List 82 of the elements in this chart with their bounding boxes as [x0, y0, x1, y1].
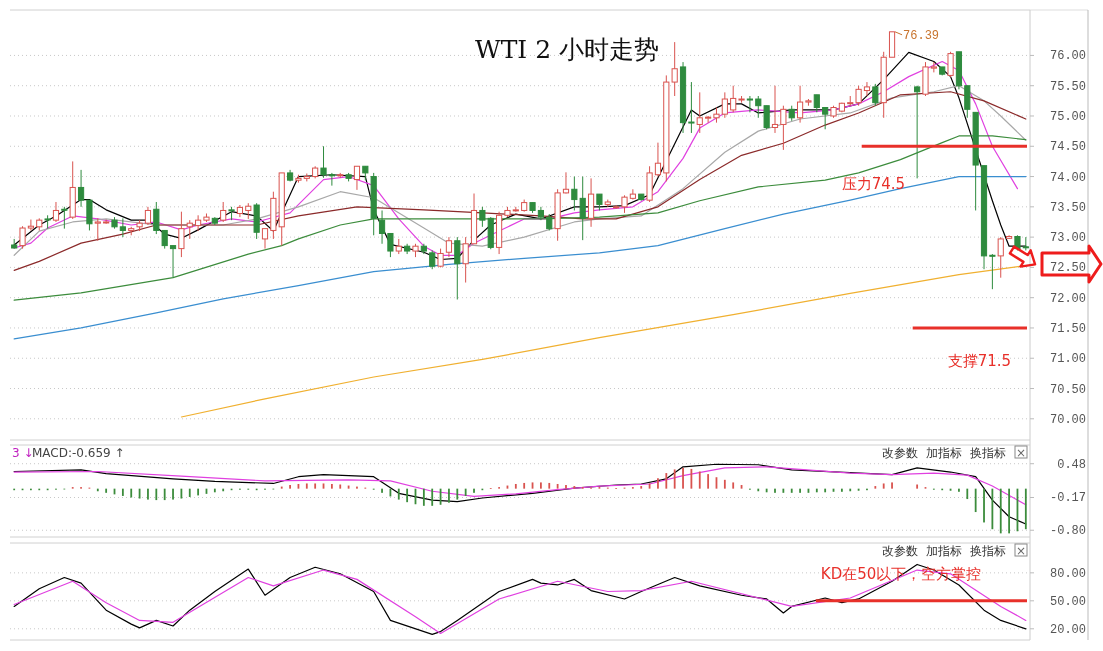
y-tick-label: 75.00 — [1049, 109, 1086, 124]
candlestick — [930, 61, 937, 73]
candlestick — [562, 171, 570, 195]
candlestick — [730, 85, 737, 113]
line-series — [13, 175, 1027, 340]
candlestick — [855, 85, 862, 107]
candlestick — [872, 83, 879, 107]
candlestick — [378, 209, 386, 245]
y-tick-label: 73.50 — [1049, 200, 1086, 215]
annotation: 换指标 — [970, 446, 1006, 460]
line-series — [13, 135, 1027, 301]
y-tick-label: 50.00 — [1049, 594, 1086, 609]
candlestick — [654, 142, 662, 178]
candlestick — [195, 214, 202, 232]
y-tick-label: 74.00 — [1049, 170, 1086, 185]
candlestick — [629, 188, 636, 201]
annotation: × — [1015, 544, 1027, 558]
candlestick — [771, 85, 779, 134]
candlestick — [964, 85, 971, 119]
y-tick-label: 75.50 — [1049, 79, 1086, 94]
y-tick-label: 71.00 — [1049, 352, 1086, 367]
candlestick — [822, 107, 829, 130]
candlestick — [77, 169, 85, 208]
candlestick — [178, 211, 185, 258]
candlestick — [27, 219, 34, 231]
candlestick — [220, 201, 227, 223]
y-tick-label: 80.00 — [1049, 566, 1086, 581]
annotation: 3 ↓ — [12, 446, 34, 460]
annotation: 加指标 — [926, 446, 962, 460]
line-series — [13, 466, 1027, 506]
candlestick — [696, 91, 703, 134]
candlestick — [328, 172, 335, 187]
y-tick-label: 70.50 — [1049, 382, 1086, 397]
candlestick — [61, 206, 68, 230]
candlestick — [989, 253, 996, 290]
candlestick — [462, 236, 469, 284]
y-tick-label: -0.17 — [1049, 491, 1086, 506]
y-tick-label: 0.48 — [1057, 457, 1086, 472]
annotation: MACD:-0.659 ↑ — [32, 446, 125, 460]
candlestick — [705, 115, 712, 124]
y-tick-label: 76.00 — [1049, 49, 1086, 64]
annotation: 76.39 — [903, 28, 940, 43]
annotation: 换指标 — [970, 544, 1006, 558]
candlestick — [387, 232, 394, 258]
y-tick-label: 20.00 — [1049, 622, 1086, 637]
ref-line-label: 压力74.5 — [841, 175, 906, 194]
candlestick — [320, 145, 327, 179]
candlestick — [796, 85, 804, 124]
annotation: × — [1015, 446, 1027, 460]
candlestick — [52, 201, 60, 223]
candlestick — [997, 236, 1004, 279]
text: WTI 2 小时走势 — [474, 35, 660, 64]
candlestick — [429, 249, 436, 270]
candlestick — [454, 236, 461, 300]
candlestick — [353, 165, 361, 191]
candlestick — [746, 95, 754, 113]
y-tick-label: 72.50 — [1049, 261, 1086, 276]
candlestick — [19, 225, 26, 250]
y-tick-label: 73.00 — [1049, 231, 1086, 246]
y-tick-label: -0.80 — [1049, 524, 1086, 539]
candlestick — [261, 228, 269, 250]
candlestick — [863, 81, 871, 97]
candlestick — [613, 204, 620, 210]
candlestick — [86, 199, 93, 231]
candlestick — [688, 81, 695, 134]
candlestick — [445, 236, 453, 258]
candlestick — [947, 51, 954, 78]
ref-line-label: 支撑71.5 — [947, 351, 1012, 370]
y-tick-label: 72.00 — [1049, 291, 1086, 306]
candlestick — [914, 85, 921, 179]
annotation: 加指标 — [926, 544, 962, 558]
y-tick-label: 74.50 — [1049, 140, 1086, 155]
candlestick — [119, 217, 126, 238]
annotation: 改参数 — [882, 446, 918, 460]
annotation: 改参数 — [882, 544, 918, 558]
candlestick — [169, 245, 177, 279]
candlestick — [144, 206, 152, 226]
candlestick — [780, 105, 787, 151]
candlestick — [721, 91, 728, 119]
y-tick-label: 71.50 — [1049, 321, 1086, 336]
candlestick — [94, 217, 101, 242]
y-tick-label: 70.00 — [1049, 412, 1086, 427]
